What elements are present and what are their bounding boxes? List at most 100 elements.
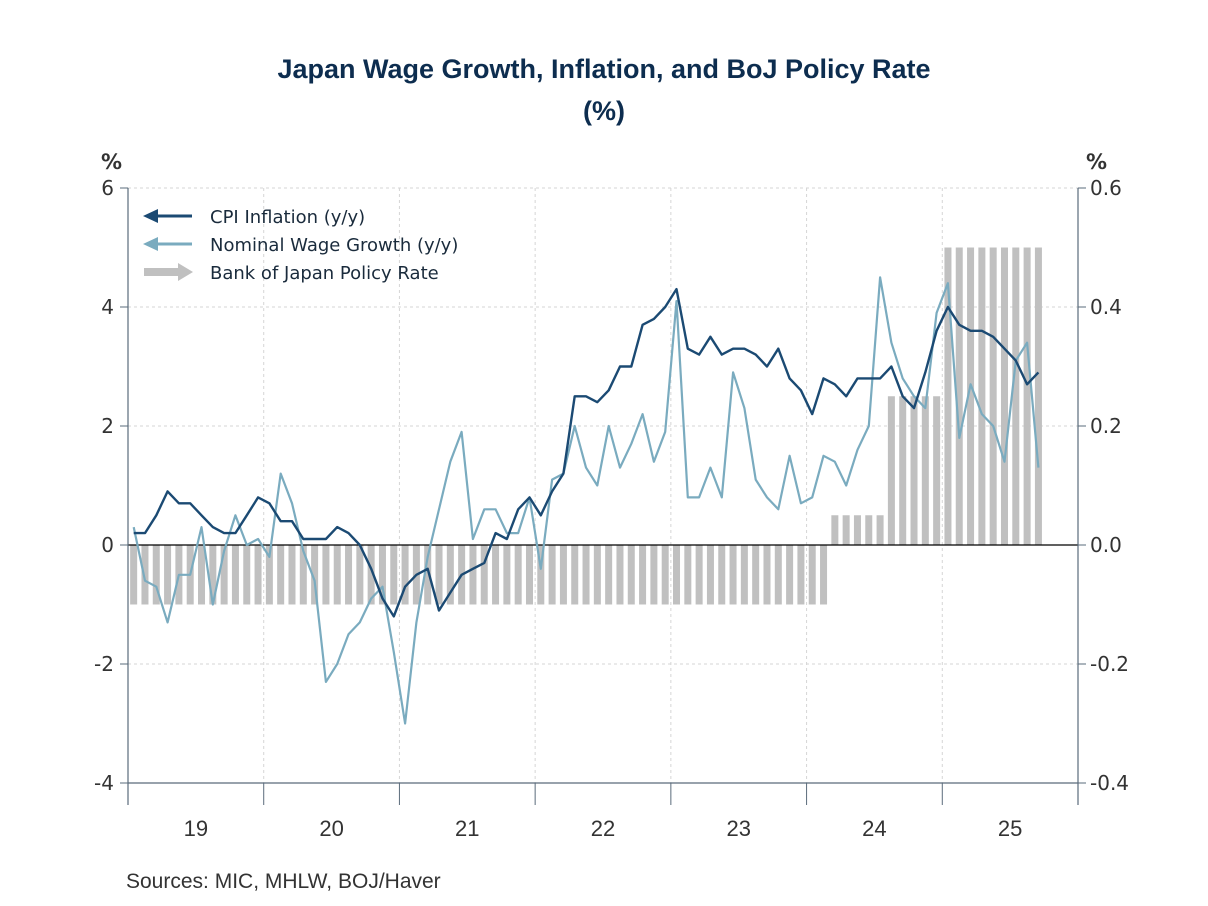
policy-rate-bar	[480, 545, 488, 605]
policy-rate-bar	[661, 545, 669, 605]
left-tick-label: 2	[101, 414, 114, 438]
legend-item: CPI Inflation (y/y)	[143, 207, 365, 228]
x-tick-label: 21	[455, 816, 479, 841]
right-tick-label: -0.2	[1090, 652, 1129, 676]
policy-rate-bar	[808, 545, 816, 605]
right-tick-label: 0.0	[1090, 533, 1122, 557]
policy-rate-bar	[503, 545, 511, 605]
source-note: Sources: MIC, MHLW, BOJ/Haver	[126, 870, 441, 893]
policy-rate-bar	[254, 545, 262, 605]
policy-rate-bar	[548, 545, 556, 605]
policy-rate-bar	[740, 545, 748, 605]
policy-rate-bar	[752, 545, 760, 605]
policy-rate-bar	[797, 545, 805, 605]
policy-rate-bar	[152, 545, 160, 605]
policy-rate-bar	[910, 396, 918, 545]
legend-arrow-right-icon	[178, 263, 193, 281]
cpi-inflation-line	[133, 287, 1040, 618]
policy-rate-bar	[390, 545, 398, 605]
policy-rate-bar	[820, 545, 828, 605]
policy-rate-bar	[231, 545, 239, 605]
legend: CPI Inflation (y/y) Nominal Wage Growth (…	[143, 207, 458, 284]
right-tick-label: 0.2	[1090, 414, 1122, 438]
policy-rate-bar	[401, 545, 409, 605]
policy-rate-bar	[288, 545, 296, 605]
policy-rate-bar	[356, 545, 364, 605]
x-tick-label: 19	[184, 816, 208, 841]
left-tick-label: -4	[94, 771, 114, 795]
policy-rate-bar	[209, 545, 217, 605]
left-tick-label: -2	[94, 652, 114, 676]
policy-rate-bar	[763, 545, 771, 605]
left-tick-label: 4	[101, 295, 114, 319]
policy-rate-bar	[299, 545, 307, 605]
policy-rate-bar	[887, 396, 895, 545]
policy-rate-bar	[446, 545, 454, 605]
policy-rate-bar	[921, 396, 929, 545]
legend-label: Bank of Japan Policy Rate	[210, 263, 439, 284]
policy-rate-bar	[198, 545, 206, 605]
policy-rate-bar	[616, 545, 624, 605]
policy-rate-bar	[639, 545, 647, 605]
policy-rate-bar	[876, 515, 884, 545]
policy-rate-bar	[627, 545, 635, 605]
legend-item: Nominal Wage Growth (y/y)	[143, 235, 458, 256]
x-tick-label: 22	[591, 816, 615, 841]
policy-rate-bar	[593, 545, 601, 605]
legend-label: CPI Inflation (y/y)	[210, 207, 365, 228]
policy-rate-bar	[164, 545, 172, 605]
policy-rate-bar	[967, 247, 975, 545]
policy-rate-bar	[378, 545, 386, 605]
left-tick-label: 6	[101, 176, 114, 200]
policy-rate-bar	[706, 545, 714, 605]
policy-rate-bar	[978, 247, 986, 545]
policy-rate-bar	[424, 545, 432, 605]
policy-rate-bar	[435, 545, 443, 605]
legend-bar-swatch	[144, 268, 178, 276]
policy-rate-bar	[582, 545, 590, 605]
legend-item: Bank of Japan Policy Rate	[144, 263, 439, 284]
left-axis-unit: %	[101, 150, 123, 174]
right-tick-label: 0.4	[1090, 295, 1122, 319]
chart-subtitle: (%)	[583, 96, 625, 126]
policy-rate-bar	[525, 545, 533, 605]
policy-rate-bar	[933, 396, 941, 545]
policy-rate-bar	[650, 545, 658, 605]
policy-rate-bar	[492, 545, 500, 605]
policy-rate-bar	[1000, 247, 1008, 545]
policy-rate-bar	[1012, 247, 1020, 545]
nominal-wage-growth-line	[132, 276, 1040, 725]
policy-rate-bar	[367, 545, 375, 605]
policy-rate-bar	[695, 545, 703, 605]
policy-rate-bar	[989, 247, 997, 545]
policy-rate-bar	[559, 545, 567, 605]
legend-arrow-left-icon	[143, 237, 158, 251]
right-axis-unit: %	[1086, 150, 1108, 174]
policy-rate-bar	[1034, 247, 1042, 545]
legend-label: Nominal Wage Growth (y/y)	[210, 235, 458, 256]
policy-rate-bar	[1023, 247, 1031, 545]
left-tick-label: 0	[101, 533, 114, 557]
policy-rate-bar	[853, 515, 861, 545]
right-tick-label: -0.4	[1090, 771, 1129, 795]
policy-rate-bar	[865, 515, 873, 545]
policy-rate-bar	[469, 545, 477, 605]
policy-rate-bar	[955, 247, 963, 545]
policy-rate-bar	[333, 545, 341, 605]
policy-rate-bar	[842, 515, 850, 545]
gridlines	[128, 187, 1078, 783]
policy-rate-bar	[311, 545, 319, 605]
legend-arrow-left-icon	[143, 209, 158, 223]
policy-rate-bar	[684, 545, 692, 605]
policy-rate-bar	[514, 545, 522, 605]
policy-rate-bar	[130, 545, 138, 605]
x-tick-label: 25	[998, 816, 1022, 841]
policy-rate-bar	[345, 545, 353, 605]
policy-rate-bar	[899, 396, 907, 545]
policy-rate-bar	[141, 545, 149, 605]
policy-rate-bar	[718, 545, 726, 605]
policy-rate-bar	[831, 515, 839, 545]
policy-rate-bar	[605, 545, 613, 605]
